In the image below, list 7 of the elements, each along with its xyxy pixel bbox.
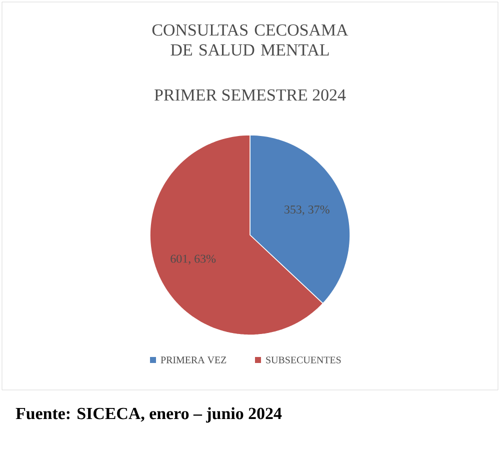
text: Fuente: SICECA, enero – junio 2024 — [16, 407, 282, 423]
data-label: 601, 63% — [170, 254, 216, 265]
legend-label: PRIMERA VEZ — [160, 356, 226, 364]
data-label: 353, 37% — [284, 205, 330, 216]
legend-label: SUBSECUENTES — [266, 356, 341, 364]
chart-title: CONSULTAS CECOSAMA DE SALUD MENTAL — [152, 24, 348, 56]
chart-subtitle: PRIMER SEMESTRE 2024 — [154, 89, 346, 101]
